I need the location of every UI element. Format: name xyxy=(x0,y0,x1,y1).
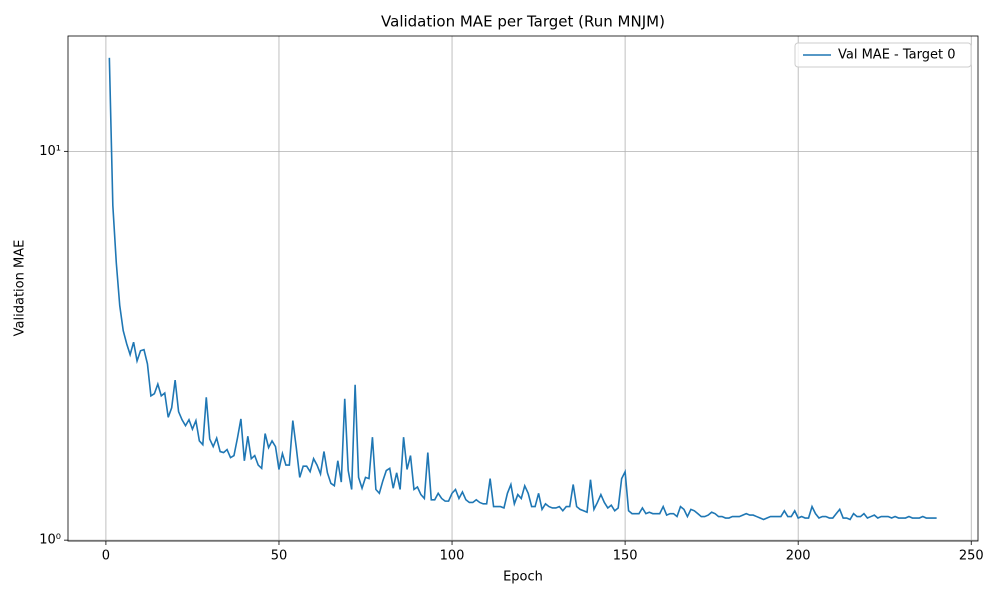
plot-frame xyxy=(67,35,979,542)
legend-label: Val MAE - Target 0 xyxy=(838,48,956,63)
line-series xyxy=(108,57,937,521)
chart-title: Validation MAE per Target (Run MNJM) xyxy=(381,13,665,31)
y-tick-label: 10¹ xyxy=(39,144,61,159)
x-tick-label: 0 xyxy=(102,549,110,564)
y-axis-label: Validation MAE xyxy=(13,240,28,337)
legend-box xyxy=(794,42,972,68)
x-tick-label: 100 xyxy=(440,549,465,564)
x-axis-label: Epoch xyxy=(503,570,543,585)
x-tick-label: 150 xyxy=(613,549,638,564)
x-tick-label: 50 xyxy=(271,549,288,564)
x-tick-label: 250 xyxy=(959,549,984,564)
y-tick-label: 10⁰ xyxy=(39,533,61,548)
x-tick-label: 200 xyxy=(786,549,811,564)
